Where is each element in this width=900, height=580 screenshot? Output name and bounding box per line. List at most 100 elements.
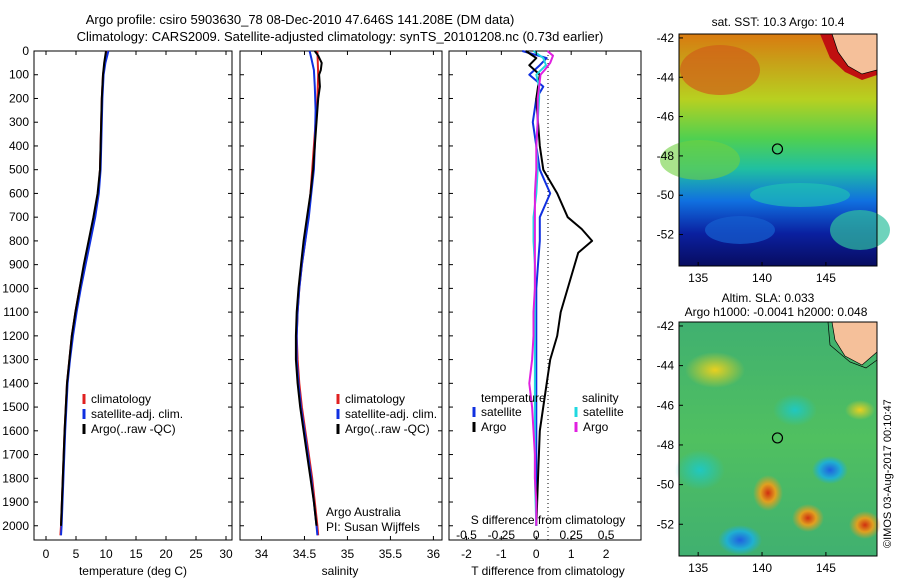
salinity-plot-frame — [239, 50, 443, 541]
legend-label: Argo(..raw -QC) — [345, 422, 430, 436]
legend-label: satellite — [583, 405, 624, 419]
s-diff-tick-label: -0.5 — [456, 528, 477, 542]
temperature-plot-frame — [33, 50, 233, 541]
depth-tick-label: 400 — [9, 139, 29, 153]
depth-tick-label: 600 — [9, 186, 29, 200]
series-line — [532, 50, 547, 526]
s-difference-label: S difference from climatology — [471, 513, 626, 527]
depth-tick-label: 1000 — [2, 281, 29, 295]
figure-title-line1: Argo profile: csiro 5903630_78 08-Dec-20… — [86, 12, 515, 27]
map-y-tick-label: -44 — [657, 70, 675, 84]
x-tick-label: 2 — [603, 547, 610, 561]
x-tick-label: 25 — [189, 547, 203, 561]
sst-map-axes: 135 140 145 -42 -44 -46 -48 -50 -52 — [657, 31, 837, 285]
map-y-tick-label: -48 — [657, 438, 675, 452]
legend-label: Argo — [583, 420, 609, 434]
sla-map-title-line1: Altim. SLA: 0.033 — [722, 291, 815, 305]
x-tick-label: -1 — [496, 547, 507, 561]
difference-panel: -2 -1 0 1 2 -0.5 -0.25 0 0.25 0.5 temperature sali… — [448, 50, 642, 578]
legend-label: climatology — [91, 392, 151, 406]
depth-tick-label: 1100 — [3, 305, 29, 319]
temperature-series — [59, 50, 110, 536]
depth-tick-label: 1300 — [2, 353, 29, 367]
s-diff-tick-label: 0 — [533, 528, 540, 542]
legend-label: satellite — [481, 405, 522, 419]
t-difference-label: T difference from climatology — [471, 564, 625, 578]
depth-tick-label: 1200 — [2, 329, 29, 343]
depth-tick-label: 1800 — [2, 471, 29, 485]
map-x-tick-label: 145 — [816, 561, 836, 575]
x-tick-label: 15 — [129, 547, 143, 561]
map-x-tick-label: 145 — [816, 271, 836, 285]
sst-map: sat. SST: 10.3 Argo: 10.4 135 140 145 -42 -4… — [657, 15, 890, 285]
series-line — [295, 50, 319, 536]
x-tick-label: 35.5 — [379, 547, 403, 561]
depth-tick-label: 1400 — [2, 376, 29, 390]
legend-label: Argo — [481, 420, 507, 434]
map-y-tick-label: -42 — [657, 319, 675, 333]
legend-label: satellite-adj. clim. — [345, 407, 437, 421]
temperature-x-label: temperature (deg C) — [79, 564, 187, 578]
map-y-tick-label: -50 — [657, 478, 675, 492]
x-tick-label: 34.5 — [293, 547, 317, 561]
legend-header: salinity — [582, 391, 619, 405]
map-x-tick-label: 135 — [688, 561, 708, 575]
legend-label: satellite-adj. clim. — [91, 407, 183, 421]
depth-tick-label: 0 — [22, 44, 29, 58]
difference-legend: temperature salinitysatelliteArgosatellit… — [472, 391, 624, 434]
temperature-x-axis: 0 5 10 15 20 25 30 — [43, 51, 233, 561]
depth-axis: 0 100 200 300 400 500 600 700 800 900 1000 1100 1200… — [2, 44, 641, 533]
depth-tick-label: 100 — [9, 68, 29, 82]
sst-map-title: sat. SST: 10.3 Argo: 10.4 — [712, 15, 845, 29]
depth-tick-label: 1700 — [2, 448, 29, 462]
x-tick-label: 34 — [255, 547, 269, 561]
map-y-tick-label: -46 — [657, 398, 675, 412]
depth-tick-label: 900 — [9, 258, 29, 272]
sla-profile-marker — [771, 432, 784, 444]
depth-tick-label: 200 — [9, 91, 29, 105]
legend-header: temperature — [481, 391, 546, 405]
x-tick-label: 30 — [219, 547, 233, 561]
sla-map-frame — [678, 321, 878, 557]
map-x-tick-label: 135 — [688, 271, 708, 285]
series-line — [525, 50, 594, 526]
legend-label: Argo(..raw -QC) — [91, 422, 176, 436]
salinity-panel: 34 34.5 35 35.5 36 climatologysatellite-adj.… — [239, 50, 443, 578]
salinity-series — [294, 50, 323, 536]
sst-heatmap-field — [660, 33, 890, 266]
depth-tick-label: 1600 — [2, 424, 29, 438]
credit-line2: PI: Susan Wijffels — [326, 520, 420, 534]
sla-map-axes: 135 140 145 -42 -44 -46 -48 -50 -52 — [657, 319, 837, 575]
sla-map-title-line2: Argo h1000: -0.0041 h2000: 0.048 — [685, 305, 868, 319]
sla-map: Altim. SLA: 0.033 Argo h1000: -0.0041 h2… — [657, 291, 881, 575]
x-tick-label: 0 — [43, 547, 50, 561]
sst-map-frame — [678, 33, 878, 267]
difference-x-axis: -2 -1 0 1 2 -0.5 -0.25 0 0.25 0.5 — [456, 51, 615, 561]
legend-label: climatology — [345, 392, 405, 406]
series-line — [522, 50, 552, 526]
s-diff-tick-label: 0.25 — [560, 528, 584, 542]
depth-tick-label: 500 — [9, 163, 29, 177]
x-tick-label: 5 — [73, 547, 80, 561]
x-tick-label: -2 — [461, 547, 472, 561]
map-y-tick-label: -42 — [657, 31, 675, 45]
depth-tick-label: 1500 — [2, 400, 29, 414]
map-y-tick-label: -48 — [657, 149, 675, 163]
series-line — [60, 50, 107, 526]
x-tick-label: 10 — [99, 547, 113, 561]
sst-profile-marker — [771, 143, 784, 155]
difference-series — [522, 50, 594, 526]
x-tick-label: 36 — [427, 547, 441, 561]
depth-tick-label: 700 — [9, 210, 29, 224]
temperature-panel: 0100200300400500600700800900100011001200… — [2, 44, 641, 578]
depth-tick-label: 300 — [9, 115, 29, 129]
x-tick-label: 35 — [341, 547, 355, 561]
series-line — [294, 50, 323, 526]
map-y-tick-label: -52 — [657, 517, 675, 531]
map-y-tick-label: -52 — [657, 228, 675, 242]
map-y-tick-label: -44 — [657, 359, 675, 373]
imos-watermark: ©IMOS 03-Aug-2017 00:10:47 — [882, 399, 894, 548]
map-y-tick-label: -46 — [657, 110, 675, 124]
